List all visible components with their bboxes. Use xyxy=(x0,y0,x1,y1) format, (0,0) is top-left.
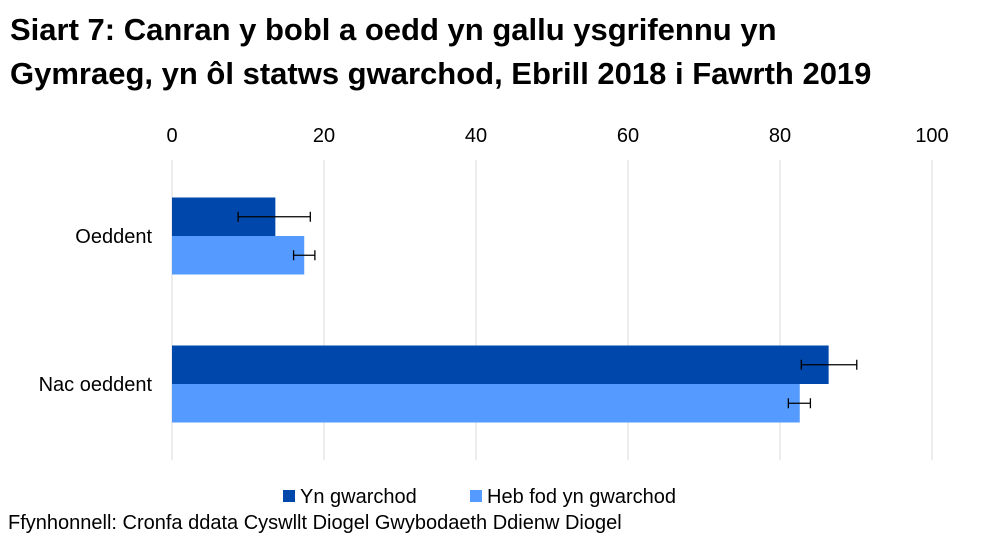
x-tick-label: 80 xyxy=(769,125,791,147)
x-tick-label: 60 xyxy=(617,125,639,147)
category-label: Oeddent xyxy=(75,226,152,248)
x-tick-label: 0 xyxy=(166,125,177,147)
bar xyxy=(172,236,305,275)
source-note: Ffynhonnell: Cronfa ddata Cyswllt Diogel… xyxy=(8,512,622,534)
bar xyxy=(172,345,829,384)
legend-label: Yn gwarchod xyxy=(300,486,417,508)
x-tick-label: 40 xyxy=(465,125,487,147)
x-tick-label: 100 xyxy=(915,125,948,147)
legend-swatch xyxy=(283,490,295,502)
x-tick-label: 20 xyxy=(313,125,335,147)
legend-label: Heb fod yn gwarchod xyxy=(487,486,676,508)
title-line-1: Siart 7: Canran y bobl a oedd yn gallu y… xyxy=(10,12,777,47)
title-line-2: Gymraeg, yn ôl statws gwarchod, Ebrill 2… xyxy=(10,56,872,91)
bar xyxy=(172,384,800,423)
category-label: Nac oeddent xyxy=(39,374,153,396)
legend-swatch xyxy=(470,490,482,502)
chart-title: Siart 7: Canran y bobl a oedd yn gallu y… xyxy=(10,8,871,96)
